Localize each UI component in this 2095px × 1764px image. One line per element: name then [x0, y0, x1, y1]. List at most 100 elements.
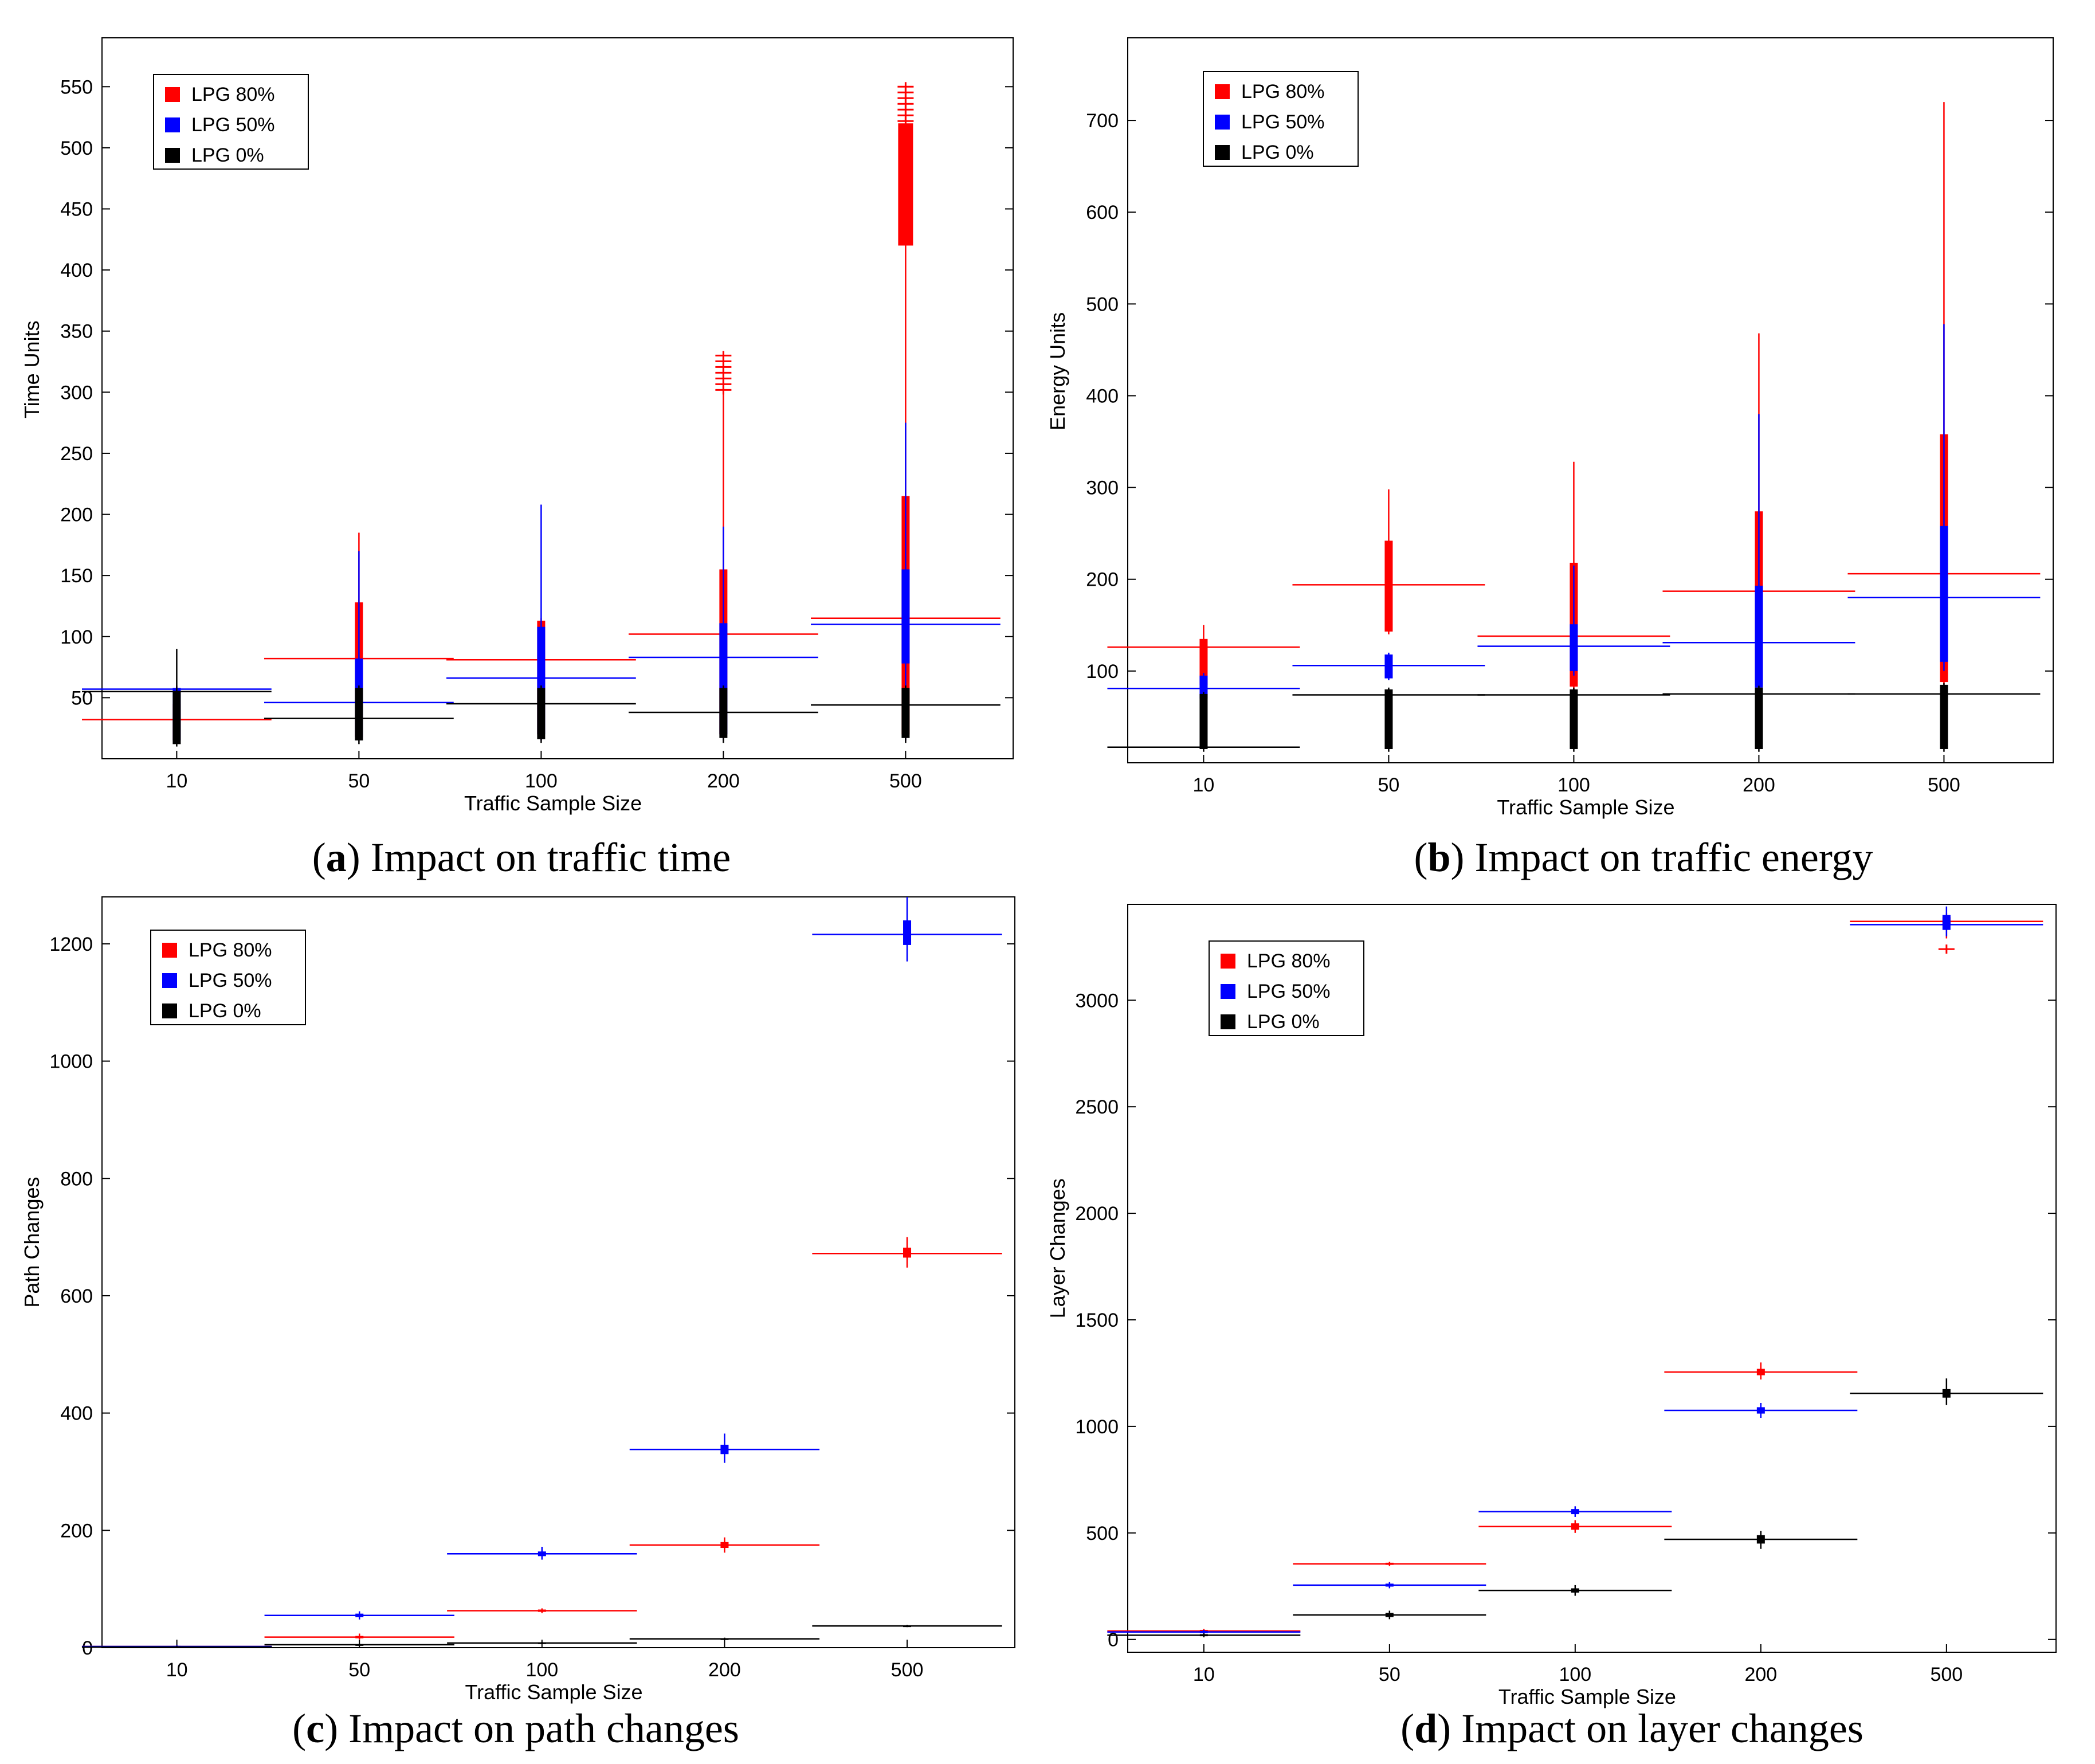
x-tick-label-d-3: 200	[1744, 1664, 1777, 1685]
caption-text-c: Impact on path changes	[348, 1706, 739, 1751]
y-tick-label-a-0: 50	[71, 687, 93, 709]
x-tick-label-d-2: 100	[1559, 1664, 1591, 1685]
caption-text-b: Impact on traffic energy	[1474, 834, 1873, 880]
y-tick-label-b-5: 600	[1086, 202, 1119, 224]
y-tick-label-c-5: 1000	[49, 1051, 93, 1073]
legend-swatch-b-0	[1215, 84, 1230, 99]
legend-label-b-0: LPG 80%	[1241, 81, 1325, 103]
legend-swatch-c-0	[162, 943, 177, 958]
x-tick-label-b-0: 10	[1193, 774, 1215, 796]
y-tick-label-a-3: 200	[60, 504, 93, 526]
x-axis-label-b: Traffic Sample Size	[1497, 795, 1674, 819]
box-b-1-1	[1384, 654, 1393, 679]
y-tick-label-c-0: 0	[82, 1637, 93, 1659]
y-tick-label-d-1: 500	[1086, 1523, 1119, 1545]
chart-panel-d: 0 500 1000 1500 2000 2500 3000 10 50 100 200 500 Tra…	[1046, 871, 2095, 1764]
caption-a: (a) Impact on traffic time	[312, 834, 731, 880]
box-b-2-4	[1940, 684, 1948, 749]
box-b-1-3	[1755, 585, 1763, 688]
y-axis-label-b: Energy Units	[1046, 312, 1069, 430]
y-tick-label-a-9: 500	[60, 138, 93, 159]
y-tick-label-a-5: 300	[60, 382, 93, 403]
x-tick-label-c-4: 500	[891, 1659, 924, 1681]
series-c-2	[81, 1625, 1002, 1648]
x-tick-label-d-4: 500	[1930, 1664, 1963, 1685]
y-tick-label-c-6: 1200	[49, 934, 93, 955]
y-tick-label-b-4: 500	[1086, 293, 1119, 315]
y-tick-label-a-10: 550	[60, 76, 93, 98]
y-axis-label-c: Path Changes	[20, 1177, 44, 1308]
plot-frame-b	[1127, 37, 2054, 763]
legend-label-a-2: LPG 0%	[191, 144, 264, 166]
y-tick-label-b-3: 400	[1086, 385, 1119, 407]
x-tick-label-b-4: 500	[1928, 774, 1960, 796]
caption-letter-c: c	[306, 1706, 325, 1751]
box-a-2-2	[537, 688, 546, 739]
chart-panel-a: 50 100 150 200 250 300 350 400 450 500 550 10 50 100 2…	[0, 0, 1048, 880]
chart-panel-c: 0 200 400 600 800 1000 1200 10 50 100 200 500 Traffi…	[0, 871, 1048, 1764]
box-b-2-2	[1570, 689, 1578, 749]
y-tick-label-a-6: 350	[60, 321, 93, 343]
y-tick-label-c-4: 800	[60, 1168, 93, 1190]
x-tick-label-a-4: 500	[889, 770, 922, 792]
chart-panel-b: 100 200 300 400 500 600 700 10 50 100 200 500 Traffi…	[1046, 0, 2095, 880]
legend-swatch-c-1	[162, 973, 177, 988]
box-b-1-4	[1940, 526, 1948, 662]
box-a-2-0	[172, 691, 181, 744]
x-axis-label-a: Traffic Sample Size	[464, 791, 642, 815]
plot-frame-c	[101, 896, 1015, 1648]
outlier-band-a-0-4-0	[898, 123, 913, 246]
legend-label-b-2: LPG 0%	[1241, 142, 1314, 163]
chart-svg-b: 100 200 300 400 500 600 700 10 50 100 200 500 Traffi…	[1046, 37, 2054, 819]
y-tick-label-d-2: 1000	[1075, 1416, 1119, 1438]
box-a-1-4	[901, 569, 910, 664]
legend-label-d-2: LPG 0%	[1247, 1011, 1320, 1033]
x-axis-label-d: Traffic Sample Size	[1498, 1685, 1676, 1708]
caption-letter-b: b	[1427, 834, 1451, 880]
x-tick-label-c-3: 200	[708, 1659, 741, 1681]
chart-svg-a: 50 100 150 200 250 300 350 400 450 500 550 10 50 100 2…	[20, 37, 1014, 815]
legend-swatch-a-1	[165, 117, 180, 132]
x-tick-label-a-0: 10	[166, 770, 187, 792]
legend-swatch-d-1	[1221, 984, 1235, 999]
caption-c: (c) Impact on path changes	[292, 1706, 739, 1751]
y-tick-label-a-4: 250	[60, 443, 93, 465]
caption-text-a: Impact on traffic time	[370, 834, 731, 880]
x-tick-label-d-0: 10	[1193, 1664, 1215, 1685]
x-tick-label-c-2: 100	[525, 1659, 558, 1681]
series-b-2	[1107, 683, 2041, 752]
x-tick-label-b-1: 50	[1378, 774, 1400, 796]
y-tick-label-c-2: 400	[60, 1403, 93, 1425]
legend-swatch-b-2	[1215, 145, 1230, 160]
caption-letter-d: d	[1414, 1706, 1438, 1751]
series-b-1	[1107, 324, 2041, 703]
box-b-2-3	[1755, 687, 1763, 749]
y-tick-label-a-7: 400	[60, 260, 93, 281]
y-tick-label-a-1: 100	[60, 626, 93, 648]
legend-swatch-d-0	[1221, 954, 1235, 969]
x-tick-label-a-2: 100	[525, 770, 558, 792]
y-axis-label-d: Layer Changes	[1046, 1178, 1069, 1318]
y-tick-label-c-3: 600	[60, 1285, 93, 1307]
caption-b: (b) Impact on traffic energy	[1414, 834, 1873, 880]
y-tick-label-c-1: 200	[60, 1520, 93, 1542]
x-tick-label-b-3: 200	[1743, 774, 1775, 796]
legend-swatch-b-1	[1215, 115, 1230, 130]
plot-frame-a	[101, 37, 1014, 759]
legend-label-c-1: LPG 50%	[189, 970, 272, 991]
legend-label-d-0: LPG 80%	[1247, 950, 1331, 972]
chart-svg-c: 0 200 400 600 800 1000 1200 10 50 100 200 500 Traffi…	[20, 896, 1015, 1704]
series-a-2	[82, 649, 1001, 747]
x-tick-label-d-1: 50	[1379, 1664, 1400, 1685]
legend-label-a-1: LPG 50%	[191, 114, 275, 136]
box-b-1-0	[1199, 675, 1208, 699]
legend-label-b-1: LPG 50%	[1241, 111, 1325, 133]
y-tick-label-d-4: 2000	[1075, 1203, 1119, 1225]
legend-swatch-c-2	[162, 1003, 177, 1018]
series-c-0	[81, 1237, 1002, 1648]
x-tick-label-c-1: 50	[348, 1659, 370, 1681]
box-b-1-2	[1570, 624, 1578, 671]
y-tick-label-d-3: 1500	[1075, 1310, 1119, 1331]
x-tick-label-a-1: 50	[348, 770, 370, 792]
